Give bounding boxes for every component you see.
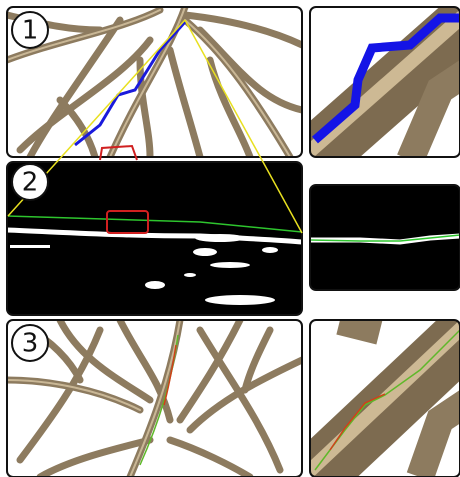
panel-number: 3 [22,329,39,359]
panel-label: 2 [12,164,48,200]
panel-2-zoom [310,185,460,290]
panel-number: 2 [22,168,39,198]
panel-label: 3 [12,325,48,361]
panel-label: 1 [12,12,48,48]
panel-number: 1 [22,16,39,46]
panel-3-image [7,320,302,477]
panel-1-image [7,7,302,157]
panel-2-image [7,162,302,315]
panel-1-zoom [300,7,460,170]
figure: 1 2 3 [0,0,460,477]
panel-3-zoom [300,320,460,477]
page: 1 2 3 (() => { const data = JSON.parse(d… [0,0,460,477]
